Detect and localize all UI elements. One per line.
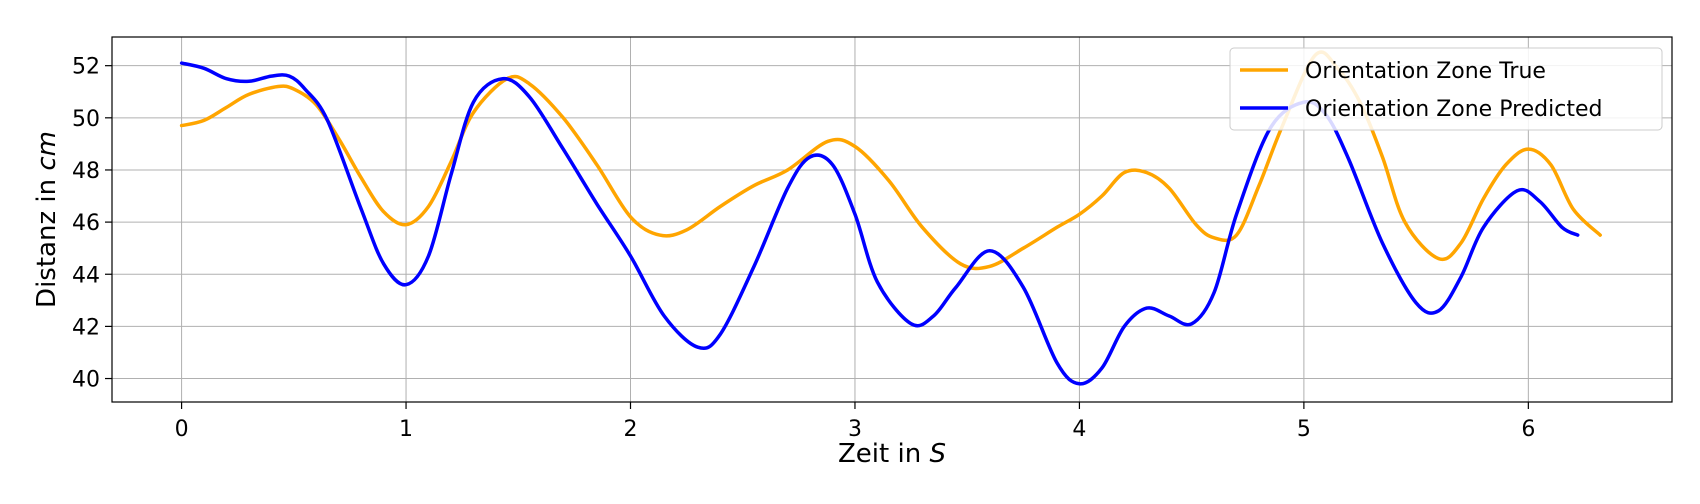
x-tick-label: 1 — [399, 417, 413, 442]
y-tick-label: 48 — [72, 159, 100, 184]
series-lines — [179, 50, 1602, 386]
x-tick-label: 5 — [1297, 417, 1311, 442]
x-tick-label: 6 — [1521, 417, 1535, 442]
x-axis-label: Zeit in S — [838, 439, 946, 469]
x-tick-label: 0 — [175, 417, 189, 442]
legend-label-true: Orientation Zone True — [1305, 59, 1546, 84]
y-tick-label: 46 — [72, 211, 100, 236]
axis-ticks: 0 1 2 3 4 5 6 40 42 44 46 48 50 52 — [72, 55, 1535, 442]
y-tick-label: 42 — [72, 315, 100, 340]
series-line-true — [179, 50, 1602, 271]
y-tick-label: 44 — [72, 263, 100, 288]
x-tick-label: 4 — [1072, 417, 1086, 442]
x-tick-label: 3 — [848, 417, 862, 442]
y-tick-label: 52 — [72, 55, 100, 80]
x-tick-label: 2 — [624, 417, 638, 442]
y-tick-label: 50 — [72, 107, 100, 132]
y-axis-label: Distanz in cm — [32, 131, 62, 308]
grid-lines — [112, 37, 1672, 402]
y-tick-label: 40 — [72, 368, 100, 393]
series-line-predicted — [179, 61, 1580, 386]
legend: Orientation Zone True Orientation Zone P… — [1229, 47, 1663, 131]
plot-frame — [111, 36, 1673, 403]
legend-box — [1229, 47, 1663, 131]
legend-label-predicted: Orientation Zone Predicted — [1305, 97, 1602, 122]
